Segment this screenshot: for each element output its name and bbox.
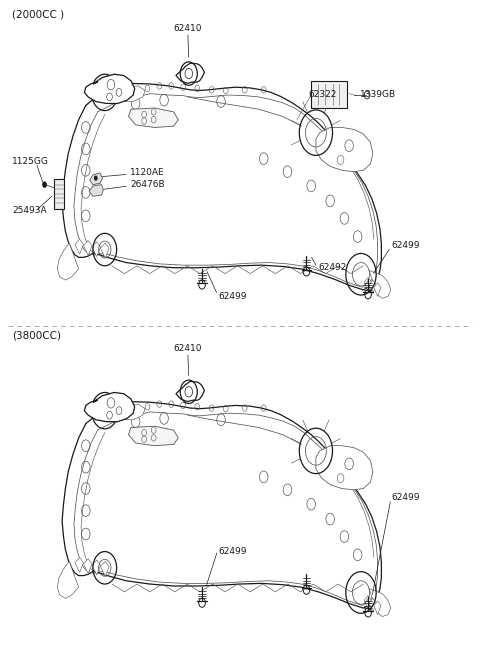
Text: (3800CC): (3800CC) (12, 331, 61, 341)
Polygon shape (90, 173, 102, 185)
Polygon shape (89, 185, 103, 196)
Polygon shape (57, 561, 79, 598)
Text: 62410: 62410 (174, 344, 202, 353)
Polygon shape (176, 63, 204, 83)
Text: 62499: 62499 (219, 292, 247, 301)
Polygon shape (57, 243, 79, 280)
Polygon shape (316, 128, 373, 172)
Polygon shape (92, 560, 100, 575)
Polygon shape (84, 240, 92, 255)
Text: (2000CC ): (2000CC ) (12, 9, 64, 19)
Polygon shape (129, 108, 179, 128)
Text: 62499: 62499 (392, 493, 420, 502)
Text: 1125GG: 1125GG (12, 157, 49, 166)
Polygon shape (84, 559, 92, 574)
Polygon shape (100, 243, 109, 258)
Polygon shape (100, 561, 109, 576)
Polygon shape (54, 179, 64, 210)
Text: 1339GB: 1339GB (360, 90, 396, 100)
Text: 1120AE: 1120AE (130, 168, 165, 178)
Polygon shape (369, 280, 376, 293)
Text: 62410: 62410 (174, 24, 202, 33)
Polygon shape (316, 445, 373, 490)
Polygon shape (92, 242, 100, 257)
Polygon shape (369, 271, 391, 298)
Text: 62499: 62499 (392, 241, 420, 250)
Polygon shape (117, 86, 145, 102)
Circle shape (42, 181, 47, 188)
Text: 25493A: 25493A (12, 206, 47, 215)
Polygon shape (364, 595, 372, 609)
Polygon shape (117, 404, 145, 420)
Polygon shape (176, 381, 204, 402)
Polygon shape (374, 601, 381, 614)
Polygon shape (129, 426, 179, 445)
Polygon shape (75, 557, 84, 572)
Polygon shape (374, 283, 381, 296)
Text: 62322: 62322 (309, 90, 337, 100)
Bar (311, 81, 347, 108)
Text: 62499: 62499 (219, 547, 247, 556)
Text: 26476B: 26476B (130, 180, 165, 189)
Polygon shape (364, 278, 372, 291)
Polygon shape (369, 598, 376, 612)
Text: 62492: 62492 (318, 263, 347, 272)
Polygon shape (75, 239, 84, 254)
Polygon shape (84, 392, 135, 422)
Circle shape (94, 176, 97, 181)
Polygon shape (84, 74, 135, 103)
Polygon shape (369, 589, 391, 616)
